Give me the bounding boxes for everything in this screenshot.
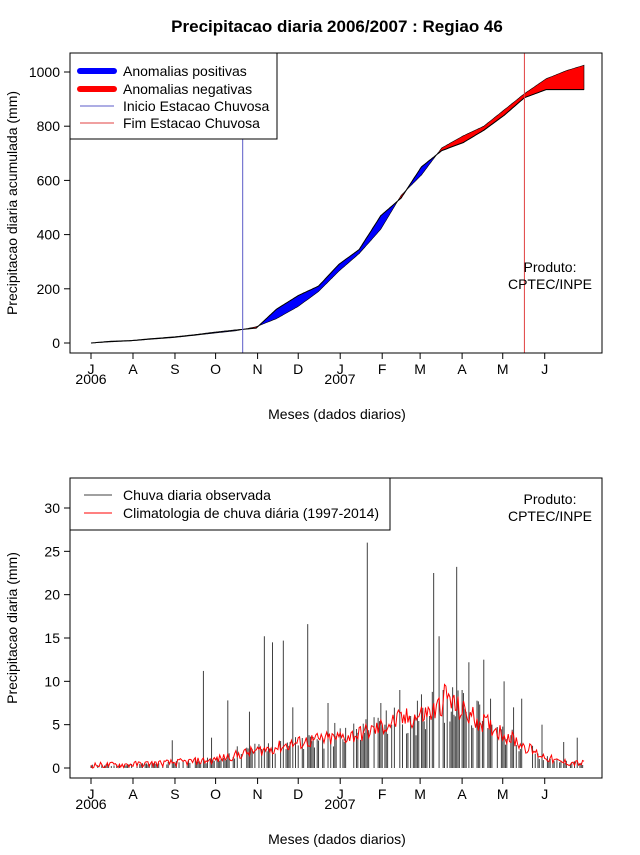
legend-box-bottom <box>69 477 391 531</box>
y-tick-label: 25 <box>44 543 60 559</box>
y-tick-label: 400 <box>37 227 61 243</box>
x-tick-label: J <box>541 361 548 377</box>
chart-title: Precipitacao diaria 2006/2007 : Regiao 4… <box>171 17 503 36</box>
product-label: Produto: <box>524 259 577 275</box>
x-tick-label: S <box>170 361 179 377</box>
x-tick-label: M <box>414 786 426 802</box>
legend-box <box>69 52 278 140</box>
x-tick-label: M <box>414 361 426 377</box>
y-axis-title: Precipitacao diaria acumulada (mm) <box>4 91 20 315</box>
x-tick-label: A <box>128 361 138 377</box>
legend-label-observed: Chuva diaria observada <box>123 487 271 503</box>
product-name-bottom: CPTEC/INPE <box>508 508 592 524</box>
legend-label-end: Fim Estacao Chuvosa <box>123 115 260 131</box>
x-tick-label: S <box>170 786 179 802</box>
legend-label-positive: Anomalias positivas <box>123 63 247 79</box>
x-tick-label: J <box>88 361 95 377</box>
daily-chart: 0 5 10 15 20 25 30 J A S O N D J F M A M J 2006 2007 Mese… <box>4 477 603 847</box>
y-tick-label: 800 <box>37 118 61 134</box>
observed-cumulative-line <box>90 89 584 344</box>
y-axis: 0 200 400 600 800 1000 <box>29 64 70 351</box>
y-tick-label: 15 <box>44 630 60 646</box>
x-tick-label: M <box>497 361 509 377</box>
x-tick-label: D <box>293 786 303 802</box>
x-tick-label: J <box>541 786 548 802</box>
year-label-2007-bottom: 2007 <box>324 796 355 812</box>
year-label-2007: 2007 <box>324 371 355 387</box>
x-axis-title: Meses (dados diarios) <box>268 406 406 422</box>
y-axis-title-bottom: Precipitacao diaria (mm) <box>4 552 20 704</box>
x-tick-label: O <box>210 786 221 802</box>
legend-label-climatology: Climatologia de chuva diária (1997-2014) <box>123 505 379 521</box>
y-tick-label: 10 <box>44 673 60 689</box>
product-name: CPTEC/INPE <box>508 276 592 292</box>
x-tick-label: F <box>378 361 387 377</box>
year-label-2006-bottom: 2006 <box>75 796 106 812</box>
x-tick-label: A <box>128 786 138 802</box>
x-tick-label: A <box>457 786 467 802</box>
y-tick-label: 20 <box>44 587 60 603</box>
year-label-2006: 2006 <box>75 371 106 387</box>
y-tick-label: 5 <box>52 717 60 733</box>
legend-label-negative: Anomalias negativas <box>123 81 252 97</box>
legend-label-onset: Inicio Estacao Chuvosa <box>123 98 270 114</box>
y-tick-label: 0 <box>52 335 60 351</box>
y-tick-label: 600 <box>37 172 61 188</box>
x-tick-label: N <box>253 786 263 802</box>
x-tick-label: A <box>457 361 467 377</box>
x-tick-label: J <box>337 361 344 377</box>
product-label-bottom: Produto: <box>524 491 577 507</box>
x-tick-label: N <box>253 361 263 377</box>
y-tick-label: 30 <box>44 500 60 516</box>
y-tick-label: 200 <box>37 281 61 297</box>
x-tick-label: D <box>293 361 303 377</box>
x-tick-label: O <box>210 361 221 377</box>
x-axis-title-bottom: Meses (dados diarios) <box>268 831 406 847</box>
x-tick-label: J <box>88 786 95 802</box>
legend-bottom: Chuva diaria observada Climatologia de c… <box>69 477 391 531</box>
y-axis-bottom: 0 5 10 15 20 25 30 <box>44 500 70 776</box>
y-tick-label: 1000 <box>29 64 60 80</box>
cumulative-chart: 0 200 400 600 800 1000 J A S O N D J F M A M J 2006 2007… <box>4 52 603 422</box>
y-tick-label: 0 <box>52 760 60 776</box>
x-tick-label: M <box>497 786 509 802</box>
x-tick-label: F <box>378 786 387 802</box>
legend: Anomalias positivas Anomalias negativas … <box>69 52 278 140</box>
x-tick-label: J <box>337 786 344 802</box>
climatology-line <box>90 683 585 769</box>
positive-anomaly-area <box>406 152 438 191</box>
